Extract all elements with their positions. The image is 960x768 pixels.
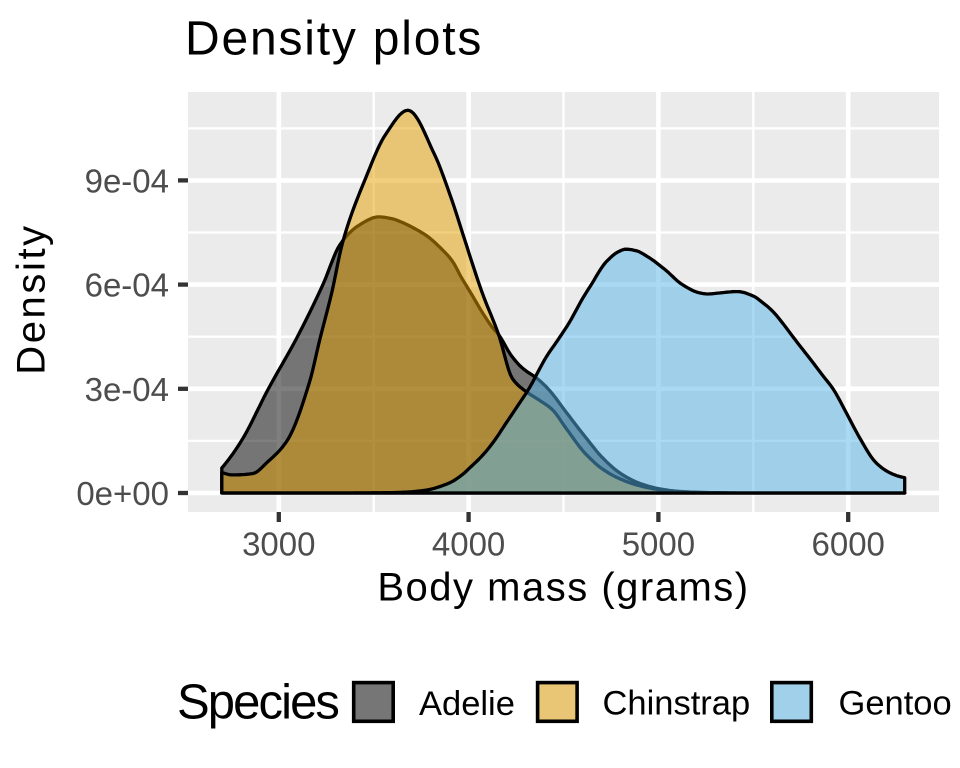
svg-text:6e-04: 6e-04 [85,267,169,304]
svg-text:3000: 3000 [242,526,315,563]
svg-text:Density plots: Density plots [185,13,483,66]
svg-text:Species: Species [177,676,338,730]
svg-text:Density: Density [10,223,54,375]
svg-text:0e+00: 0e+00 [76,475,169,512]
svg-text:5000: 5000 [622,526,695,563]
svg-text:3e-04: 3e-04 [85,371,169,408]
svg-text:Gentoo: Gentoo [839,685,952,723]
svg-text:9e-04: 9e-04 [85,162,169,199]
svg-text:Body mass (grams): Body mass (grams) [377,566,749,610]
svg-text:6000: 6000 [811,526,884,563]
svg-text:Chinstrap: Chinstrap [603,685,751,723]
svg-text:4000: 4000 [432,526,505,563]
svg-text:Adelie: Adelie [419,685,515,723]
